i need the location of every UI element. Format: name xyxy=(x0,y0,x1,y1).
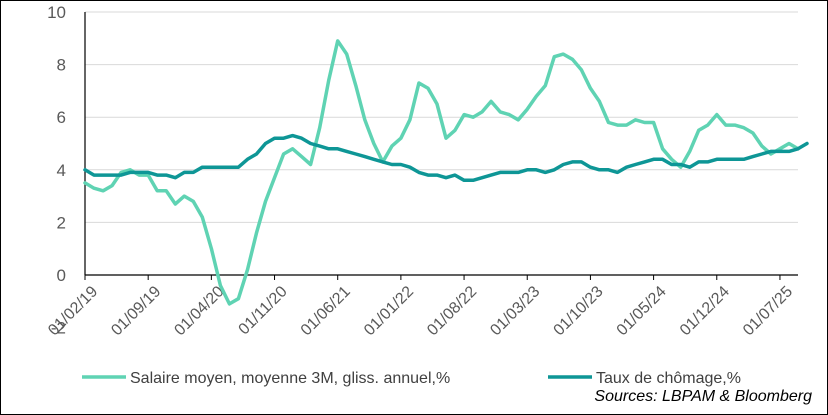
x-tick-label: 01/09/19 xyxy=(108,283,164,339)
y-tick-labels: 10 8 6 4 2 0 -2 xyxy=(47,3,66,338)
legend-label-wage: Salaire moyen, moyenne 3M, gliss. annuel… xyxy=(130,370,450,387)
legend: Salaire moyen, moyenne 3M, gliss. annuel… xyxy=(82,370,741,387)
x-tick-label: 01/12/24 xyxy=(677,283,733,339)
x-tick-label: 01/05/24 xyxy=(614,283,670,339)
x-tick-label: 01/02/19 xyxy=(45,283,101,339)
x-tick-label: 01/03/23 xyxy=(487,283,543,339)
x-tick-label: 01/06/21 xyxy=(298,283,354,339)
x-tick-label: 01/01/22 xyxy=(361,283,417,339)
y-tick-label: 4 xyxy=(57,161,66,180)
x-tick-labels: 01/02/19 01/09/19 01/04/20 01/11/20 01/06/21… xyxy=(45,283,796,339)
y-tick-label: 10 xyxy=(47,3,66,22)
y-tick-label: 8 xyxy=(57,56,66,75)
y-tick-label: -2 xyxy=(51,319,66,338)
series-line-unemp xyxy=(83,133,809,183)
axes xyxy=(84,12,798,280)
y-tick-label: 6 xyxy=(57,108,66,127)
y-tick-label: 0 xyxy=(57,266,66,285)
x-tick-label: 01/07/25 xyxy=(740,283,796,339)
x-tick-label: 01/10/23 xyxy=(551,283,607,339)
y-tick-label: 2 xyxy=(57,213,66,232)
x-tick-label: 01/08/22 xyxy=(424,283,480,339)
source-note: Sources: LBPAM & Bloomberg xyxy=(594,388,812,405)
x-tick-label: 01/04/20 xyxy=(171,283,227,339)
x-tick-label: 01/11/20 xyxy=(235,283,290,338)
series-lines xyxy=(83,39,809,306)
legend-label-unemp: Taux de chômage,% xyxy=(596,370,741,387)
